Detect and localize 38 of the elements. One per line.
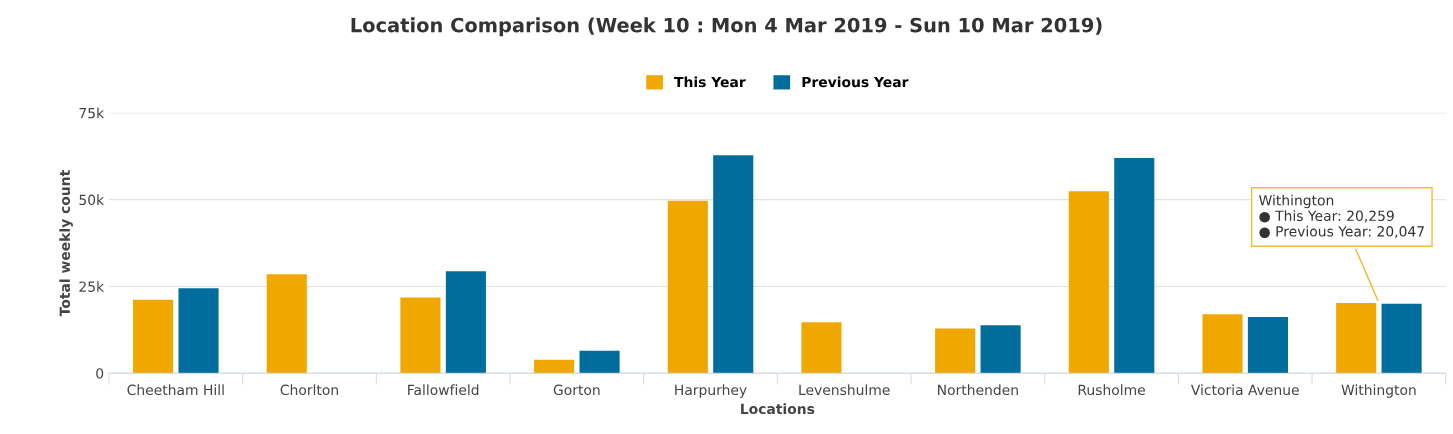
bar [133,299,174,374]
x-tick-label: Cheetham Hill [127,384,224,396]
y-tick-label: 25k [79,281,105,292]
bar [534,359,575,374]
x-tick-label: Gorton [553,384,600,396]
bar [1336,302,1377,374]
x-axis-title: Locations [741,403,815,415]
bar [400,297,441,374]
bar [1068,191,1109,374]
bar [445,271,486,374]
bar [935,328,976,374]
bar [667,200,708,374]
legend-label: Previous Year [802,76,909,88]
x-tick-label: Withington [1341,384,1416,398]
y-tick-label: 50k [79,194,105,206]
x-tick-label: Victoria Avenue [1190,384,1299,396]
bar [801,322,842,374]
x-tick-label: Chorlton [280,384,338,396]
bar [178,288,219,374]
x-tick-label: Fallowfield [408,384,479,396]
bar [1114,157,1155,374]
bar [713,155,754,374]
x-tick-label: Northenden [938,384,1018,396]
x-tick-label: Harpurhey [675,384,747,398]
bar [1381,303,1422,374]
bar [1202,314,1243,374]
y-tick-label: 75k [79,107,105,119]
bar [980,325,1021,374]
bar [266,274,307,374]
annotation: Withington ● This Year: 20,259 ● Previous Year: 20,047 [1259,194,1424,239]
chart-title: Location Comparison (Week 10 : Mon 4 Mar 2019 - Sun 10 Mar 2019) [351,17,1102,37]
y-tick-label: 0 [96,368,104,379]
bar [579,350,620,374]
x-tick-label: Levenshulme [799,384,890,396]
y-axis-title: Total weekly count [59,170,73,317]
legend-label: This Year [674,76,746,88]
bar [1247,316,1288,374]
x-tick-label: Rusholme [1078,384,1145,396]
